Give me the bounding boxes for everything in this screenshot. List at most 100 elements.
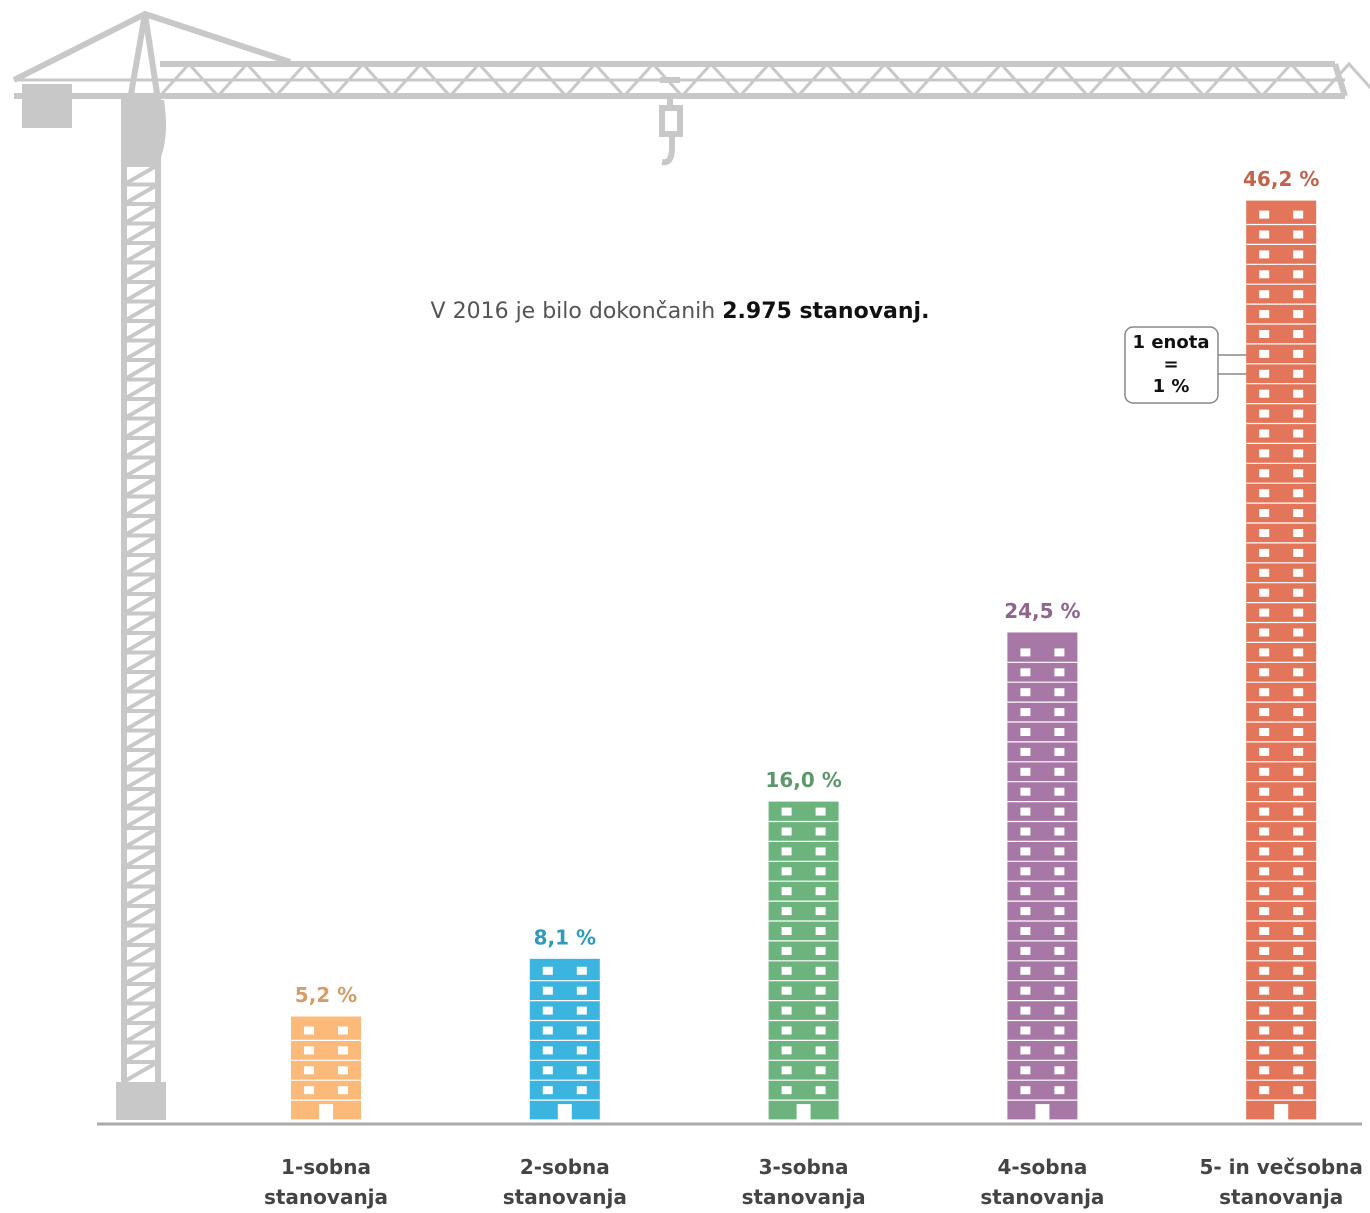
window [1259, 369, 1270, 378]
window [1259, 389, 1270, 398]
window [815, 927, 826, 935]
window [1293, 648, 1304, 657]
window [1020, 1086, 1031, 1095]
window [781, 1006, 792, 1015]
window [1020, 907, 1031, 916]
window [1054, 847, 1065, 856]
window [1020, 688, 1031, 697]
window [1259, 628, 1270, 637]
window [304, 1026, 314, 1035]
window [1259, 907, 1270, 916]
window [1259, 887, 1270, 896]
category-line: 5- in večsobna [1200, 1155, 1363, 1179]
bar [1246, 200, 1317, 1120]
window [781, 887, 792, 896]
door [796, 1104, 811, 1120]
value-label: 16,0 % [765, 768, 841, 792]
window [1293, 1046, 1304, 1055]
window [1259, 1066, 1270, 1075]
window [1054, 1046, 1065, 1055]
bar [1007, 632, 1078, 1120]
window [815, 946, 826, 955]
window [338, 1026, 348, 1035]
window [1293, 728, 1304, 736]
window [1293, 688, 1304, 697]
window [1054, 648, 1065, 657]
window [1259, 767, 1270, 776]
annotation-box [1124, 326, 1219, 404]
category-label: 1-sobna stanovanja [264, 1155, 388, 1209]
window [1054, 787, 1065, 796]
window [1259, 1026, 1270, 1035]
annotation-text: 1 % [1153, 376, 1190, 397]
window [1293, 409, 1304, 418]
window [1020, 648, 1031, 657]
window [1293, 787, 1304, 796]
window [1259, 469, 1270, 478]
window [1293, 469, 1304, 478]
window [1054, 747, 1065, 756]
window [1293, 946, 1304, 955]
window [1293, 529, 1304, 537]
window [1259, 1086, 1270, 1095]
window [1293, 210, 1304, 219]
window [1259, 230, 1270, 239]
annotation-text: 1 enota [1133, 332, 1210, 353]
window [1020, 668, 1031, 677]
window [1259, 489, 1270, 498]
window [1054, 708, 1065, 717]
window [1259, 1006, 1270, 1015]
window [1020, 927, 1031, 935]
window [1054, 668, 1065, 677]
window [815, 867, 826, 876]
window [1020, 946, 1031, 955]
window [781, 807, 792, 816]
window [1054, 927, 1065, 935]
window [1020, 767, 1031, 776]
window [1293, 966, 1304, 975]
window [1259, 588, 1270, 597]
window [1259, 608, 1270, 617]
window [1293, 847, 1304, 856]
crane-solid [22, 84, 166, 1120]
door [1274, 1104, 1289, 1120]
window [576, 1026, 587, 1035]
crane-cable [142, 13, 161, 101]
window [1293, 807, 1304, 816]
window [1054, 827, 1065, 836]
title: V 2016 je bilo dokončanih [431, 299, 716, 324]
crane-cable [127, 13, 148, 101]
window [1054, 1086, 1065, 1095]
window [781, 867, 792, 876]
window [542, 1006, 553, 1015]
door [1035, 1104, 1050, 1120]
window [815, 1026, 826, 1035]
window [304, 1046, 314, 1055]
bar [291, 1016, 361, 1120]
window [542, 1066, 553, 1075]
window [542, 986, 553, 995]
window [542, 1046, 553, 1055]
category-line: stanovanja [1219, 1185, 1343, 1209]
category-line: 1-sobna [281, 1155, 371, 1179]
window [1293, 369, 1304, 378]
window [338, 1046, 348, 1055]
window [1293, 290, 1304, 299]
window [542, 1086, 553, 1095]
counterweight [22, 84, 72, 128]
window [1293, 250, 1304, 259]
window [576, 966, 587, 975]
category-label: 4-sobna stanovanja [980, 1155, 1104, 1209]
window [1020, 986, 1031, 995]
window [1259, 1046, 1270, 1055]
window [1259, 747, 1270, 756]
window [1020, 867, 1031, 876]
window [1054, 867, 1065, 876]
window [781, 1046, 792, 1055]
category-line: stanovanja [742, 1185, 866, 1209]
window [1293, 1066, 1304, 1075]
jib-lattice [158, 61, 1370, 98]
window [1054, 1066, 1065, 1075]
door [557, 1104, 572, 1120]
